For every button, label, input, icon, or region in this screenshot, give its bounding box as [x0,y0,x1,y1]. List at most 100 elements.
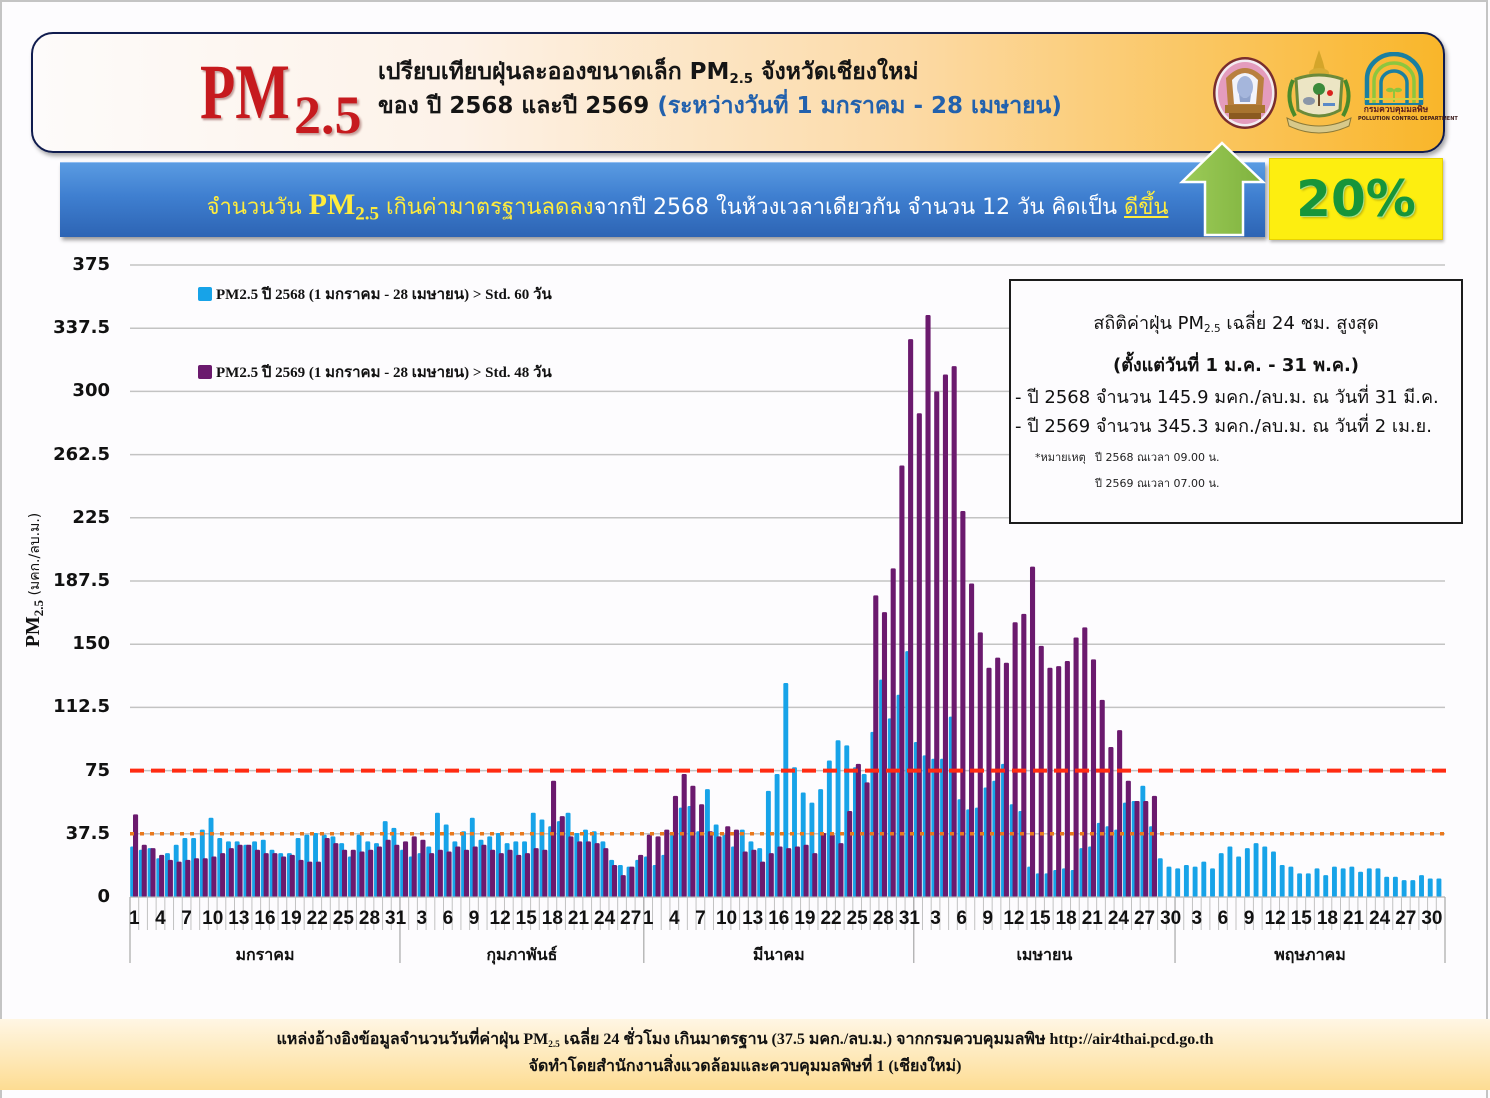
bar-2568 [1236,856,1242,897]
stats-title: สถิติค่าฝุ่น PM2.5 เฉลี่ย 24 ชม. สูงสุด [1011,311,1461,337]
x-tick-label: 24 [594,908,616,929]
bar-2569 [716,836,722,897]
y-tick-label: 300 [72,380,110,402]
x-tick-label: 18 [1055,908,1077,929]
x-tick-label: 7 [695,908,706,929]
bar-2568 [1323,875,1329,897]
bar-2569 [873,595,879,897]
bar-2569 [1090,659,1097,897]
bar-2569 [577,841,583,897]
x-tick-label: 1 [129,908,140,929]
bar-2569 [1021,613,1027,897]
bar-2569 [228,848,234,897]
x-tick-label: 3 [1191,908,1203,929]
bar-2569 [942,374,948,897]
bar-2568 [783,682,789,897]
x-tick-label: 15 [515,908,537,929]
x-tick-label: 4 [155,908,166,929]
bar-2568 [1436,878,1442,897]
bar-2569 [1151,795,1158,897]
bar-2569 [742,851,748,897]
bar-2569 [1073,637,1079,897]
bar-2569 [342,849,348,897]
bar-2569 [176,861,182,897]
bar-2569 [315,861,321,897]
x-tick-label: 12 [489,908,511,929]
x-tick-label: 10 [715,908,738,929]
x-tick-label: 9 [468,908,480,929]
y-axis-title: PM2.5 (มคก./ลบ.ม.) [21,480,46,680]
bar-2569 [307,861,313,897]
bar-2569 [690,785,696,897]
y-tick-label: 37.5 [65,822,110,844]
bar-2569 [446,851,452,897]
bar-2569 [585,841,591,897]
y-tick-label: 337.5 [53,317,110,339]
bar-2569 [385,839,391,897]
bar-2569 [333,843,339,897]
month-label: เมษายน [1016,945,1073,964]
bar-2569 [324,838,330,897]
bar-2569 [1003,662,1009,897]
bar-2569 [220,853,226,897]
bar-2568 [1305,873,1311,897]
legend-label-2568: PM2.5 ปี 2568 (1 มกราคม - 28 เมษายน) > S… [216,287,552,303]
bar-2569 [934,391,940,897]
bar-2569 [429,853,435,897]
x-tick-label: 22 [306,908,328,929]
bar-2569 [1056,666,1062,897]
bar-2569 [490,849,496,897]
summary-banner [60,162,1265,237]
bar-2568 [1401,880,1407,897]
bar-2568 [1201,861,1207,897]
bar-2569 [664,829,670,897]
bar-2569 [246,844,252,897]
bar-2569 [986,667,992,897]
stats-title-text: สถิติค่าฝุ่น PM [1093,313,1205,334]
x-tick-label: 21 [567,908,590,929]
pcd-logo-text-th: กรมควบคุมมลพิษ [1363,105,1429,115]
bar-2568 [1210,868,1215,897]
x-tick-label: 27 [1133,908,1156,929]
bar-2569 [594,843,600,897]
footer-credit-line: จัดทำโดยสำนักงานสิ่งแวดล้อมและควบคุมมลพิ… [528,1058,962,1075]
x-tick-label: 6 [442,908,454,929]
legend-swatch-2568 [198,287,212,301]
bar-2568 [1392,876,1398,897]
bar-2569 [655,836,661,897]
x-tick-label: 18 [1316,908,1338,929]
x-tick-label: 25 [846,908,868,929]
bar-2569 [881,612,888,897]
bar-2569 [254,849,261,897]
footer-source-rest: เฉลี่ย 24 ชั่วโมง เกินมาตรฐาน (37.5 มคก.… [559,1031,1214,1048]
stats-note-label: *หมายเหตุ [1035,451,1086,464]
stats-subtitle: (ตั้งแต่วันที่ 1 ม.ค. - 31 พ.ค.) [1112,355,1360,376]
title-period: (ระหว่างวันที่ 1 มกราคม - 28 เมษายน) [657,93,1062,119]
bar-2568 [1358,871,1364,897]
y-tick-label: 262.5 [53,443,110,465]
y-tick-label: 375 [72,254,110,275]
page-title-line1: เปรียบเทียบฝุ่นละอองขนาดเล็ก PM2.5 จังหว… [378,55,919,89]
x-tick-label: 13 [742,908,764,929]
bar-2569 [812,853,818,897]
stats-line-2568: - ปี 2568 จำนวน 145.9 มคก./ลบ.ม. ณ วันที… [1015,387,1439,408]
pm25-logo-subscript: 2.5 [294,85,362,145]
bar-2569 [533,848,539,897]
x-tick-label: 27 [1395,908,1417,929]
x-tick-label: 25 [332,908,354,929]
bar-2569 [524,853,530,897]
bar-2569 [908,339,914,897]
bar-2569 [960,511,966,897]
bar-2569 [916,413,922,897]
stats-title-subscript: 2.5 [1204,323,1221,336]
bar-2569 [820,832,827,897]
x-tick-label: 31 [385,908,407,929]
bar-2569 [1012,622,1018,897]
bar-2569 [159,854,165,897]
bar-2568 [1279,864,1285,897]
title-text: เปรียบเทียบฝุ่นละอองขนาดเล็ก PM [378,59,730,85]
bar-2569 [620,875,626,897]
x-tick-label: 12 [1003,908,1025,929]
bar-2568 [1218,853,1224,897]
